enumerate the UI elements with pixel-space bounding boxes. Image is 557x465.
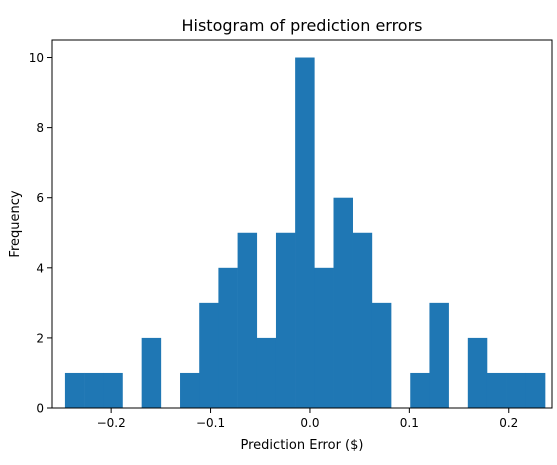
histogram-bar	[429, 302, 449, 408]
histogram-bar	[410, 372, 430, 408]
histogram-bar	[218, 267, 238, 408]
x-axis-label: Prediction Error ($)	[241, 438, 364, 453]
y-axis-ticks: 0 2 4 6 8 10	[29, 51, 52, 416]
histogram-bar	[84, 372, 104, 408]
y-tick-label: 8	[36, 121, 44, 135]
histogram-bar	[467, 337, 488, 408]
histogram-bar	[486, 372, 507, 408]
y-tick-label: 0	[36, 402, 44, 416]
histogram-bar	[275, 232, 296, 408]
y-tick-label: 4	[36, 261, 44, 275]
x-axis-ticks: −0.2 −0.1 0.0 0.1 0.2	[97, 408, 518, 430]
histogram-bars	[64, 57, 546, 409]
histogram-bar	[64, 372, 85, 408]
histogram-bar	[199, 302, 219, 408]
y-axis-label: Frequency	[8, 190, 23, 257]
histogram-bar	[180, 372, 200, 408]
x-tick-label: −0.2	[97, 416, 126, 430]
chart-title: Histogram of prediction errors	[181, 16, 422, 35]
histogram-bar	[525, 372, 546, 408]
y-tick-label: 2	[36, 331, 44, 345]
histogram-bar	[141, 337, 162, 408]
histogram-bar	[371, 302, 392, 408]
histogram-bar	[506, 372, 526, 408]
x-tick-label: 0.2	[499, 416, 518, 430]
y-tick-label: 6	[36, 191, 44, 205]
histogram-bar	[237, 232, 258, 408]
x-tick-label: −0.1	[196, 416, 225, 430]
histogram-bar	[314, 267, 334, 408]
histogram-bar	[295, 57, 315, 409]
y-tick-label: 10	[29, 51, 44, 65]
histogram-bar	[103, 372, 123, 408]
plot-frame	[51, 39, 553, 409]
histogram-bar	[256, 337, 277, 408]
x-tick-label: 0.1	[400, 416, 419, 430]
histogram-bar	[352, 232, 373, 408]
x-tick-label: 0.0	[300, 416, 319, 430]
histogram-bar	[333, 197, 353, 408]
